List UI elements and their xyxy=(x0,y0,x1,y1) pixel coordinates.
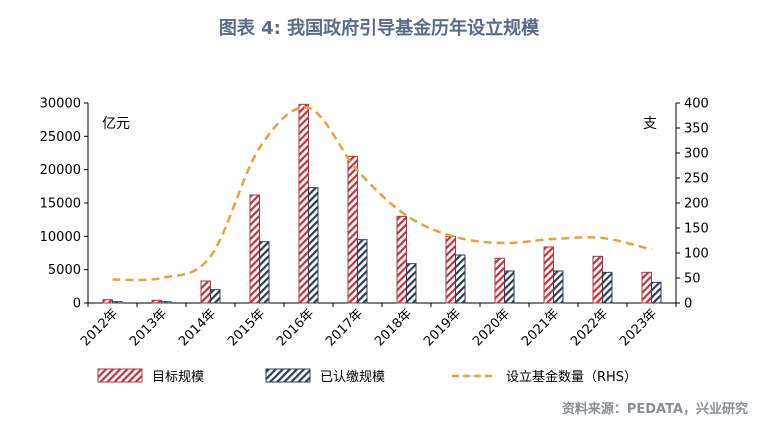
x-tick-label: 2013年 xyxy=(127,306,170,349)
bar-subscribed xyxy=(357,239,368,304)
x-tick-label: 2023年 xyxy=(617,306,660,349)
x-tick-label: 2016年 xyxy=(274,306,317,349)
y-left-unit-label: 亿元 xyxy=(102,116,130,132)
source-note: 资料来源：PEDATA，兴业研究 xyxy=(561,402,748,417)
y-left-tick-label: 0 xyxy=(73,297,81,312)
bar-target xyxy=(396,215,407,304)
legend-swatch-target xyxy=(97,368,143,383)
x-tick-label: 2022年 xyxy=(568,306,611,349)
x-tick-label: 2019年 xyxy=(421,306,464,349)
y-left-tick-label: 25000 xyxy=(40,130,81,145)
y-right-tick-label: 300 xyxy=(684,147,709,162)
bar-subscribed xyxy=(504,270,515,304)
bar-target xyxy=(102,299,113,304)
y-left-tick-label: 30000 xyxy=(40,97,81,112)
bar-subscribed xyxy=(553,270,564,304)
bar-target xyxy=(200,280,211,304)
y-right-tick-label: 50 xyxy=(684,272,701,287)
y-right-tick-label: 200 xyxy=(684,197,709,212)
y-right-tick-label: 100 xyxy=(684,247,709,262)
line-series xyxy=(112,106,652,282)
bar-subscribed xyxy=(161,301,172,304)
x-tick-label: 2014年 xyxy=(176,306,219,349)
bar-target xyxy=(592,255,603,304)
x-tick-label: 2018年 xyxy=(372,306,415,349)
bar-subscribed xyxy=(602,271,613,304)
axes: 亿元 支 xyxy=(87,103,677,304)
x-tick-label: 2012年 xyxy=(78,306,121,349)
bar-target xyxy=(347,155,358,304)
bar-target xyxy=(151,299,162,304)
line-fund-count xyxy=(112,106,652,282)
bar-subscribed xyxy=(308,187,319,304)
y-right-tick-label: 0 xyxy=(684,297,692,312)
bar-target xyxy=(298,103,309,304)
bar-target xyxy=(543,246,554,304)
y-left-tick-label: 10000 xyxy=(40,230,81,245)
bar-target xyxy=(445,235,456,304)
legend-label-subscribed: 已认缴规模 xyxy=(320,370,385,385)
legend: 目标规模 已认缴规模 设立基金数量（RHS） xyxy=(97,368,637,385)
bar-subscribed xyxy=(406,263,417,304)
x-tick-label: 2015年 xyxy=(225,306,268,349)
bar-target xyxy=(249,194,260,304)
y-right-tick-label: 150 xyxy=(684,222,709,237)
y-right-tick-label: 250 xyxy=(684,172,709,187)
y-right-tick-label: 350 xyxy=(684,122,709,137)
bars xyxy=(102,103,662,304)
bar-subscribed xyxy=(651,281,662,304)
bar-subscribed xyxy=(259,241,270,304)
bar-target xyxy=(641,271,652,304)
bar-subscribed xyxy=(210,289,221,304)
bar-subscribed xyxy=(112,301,123,304)
x-tick-labels: 2012年 2013年 2014年 2015年 2016年 2017年 2018年 2019年… xyxy=(78,306,660,349)
y-right-unit-label: 支 xyxy=(643,116,657,132)
legend-swatch-subscribed xyxy=(265,368,311,383)
y-left-tick-label: 5000 xyxy=(48,263,81,278)
bar-subscribed xyxy=(455,254,466,304)
ticks: 0 5000 10000 15000 20000 25000 30000 0 50 100 150 2… xyxy=(40,97,709,312)
legend-label-target: 目标规模 xyxy=(152,370,204,385)
x-tick-label: 2017年 xyxy=(323,306,366,349)
x-tick-label: 2021年 xyxy=(519,306,562,349)
chart-title: 图表 4: 我国政府引导基金历年设立规模 xyxy=(218,18,540,39)
legend-label-count: 设立基金数量（RHS） xyxy=(506,369,637,385)
y-right-tick-label: 400 xyxy=(684,97,709,112)
x-tick-label: 2020年 xyxy=(470,306,513,349)
bar-target xyxy=(494,257,505,304)
y-left-tick-label: 20000 xyxy=(40,163,81,178)
y-left-tick-label: 15000 xyxy=(40,197,81,212)
